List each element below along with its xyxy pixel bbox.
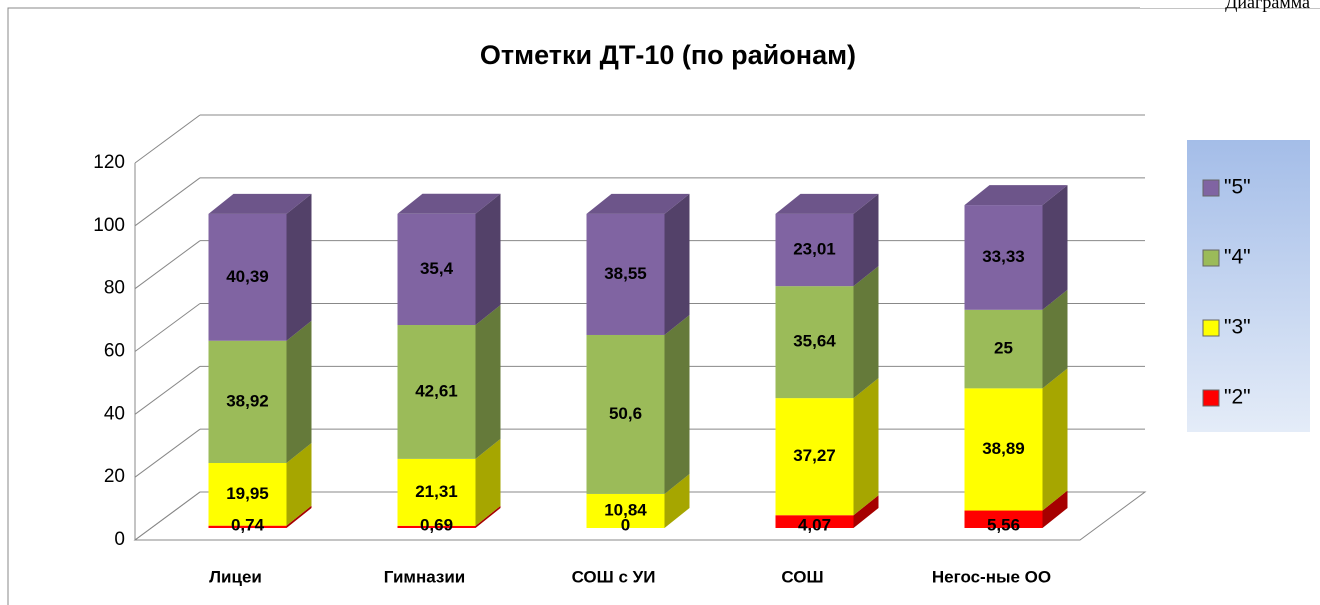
value-label: 35,64 (793, 332, 836, 351)
bar-top (208, 193, 312, 214)
bar (775, 286, 854, 399)
grid-line (134, 177, 201, 227)
bar (397, 458, 476, 526)
value-label: 37,27 (793, 446, 836, 465)
value-label: 23,01 (793, 239, 836, 258)
bar-side (1042, 368, 1068, 511)
grid-line (134, 303, 201, 352)
bar (586, 213, 665, 335)
bar-side (286, 505, 312, 528)
bar-top (775, 193, 879, 214)
x-tick-label: СОШ (781, 567, 823, 586)
bar-top (586, 193, 690, 214)
value-label: 4,07 (798, 515, 831, 534)
y-tick-label: 120 (93, 152, 125, 173)
x-tick-label: Негос-ные ОО (932, 567, 1051, 586)
bar-side (475, 305, 501, 459)
value-label: 0,69 (420, 515, 453, 534)
x-tick-label: СОШ с УИ (572, 567, 656, 586)
grid-line (134, 240, 201, 290)
value-label: 40,39 (226, 267, 269, 286)
x-tick-label: Лицеи (209, 567, 262, 586)
y-tick-label: 20 (104, 466, 125, 487)
value-label: 10,84 (604, 500, 647, 519)
legend-label: "2" (1224, 386, 1251, 409)
caption-bg (1140, 0, 1320, 8)
value-label: 35,4 (420, 259, 454, 278)
y-tick-label: 40 (104, 403, 125, 424)
value-label: 21,31 (415, 482, 458, 501)
value-label: 33,33 (982, 247, 1025, 266)
bar-side (853, 266, 879, 399)
bar-side (286, 442, 312, 526)
bar-side (475, 438, 501, 526)
legend-label: "3" (1224, 316, 1251, 339)
bar-side (853, 193, 879, 287)
bar (397, 525, 476, 528)
bar-side (853, 378, 879, 516)
bar-side (853, 495, 879, 528)
bar-top (964, 185, 1068, 206)
bar (208, 462, 287, 526)
legend-swatch (1202, 319, 1220, 337)
caption: Диаграмма (1225, 0, 1310, 12)
bar-side (1042, 289, 1068, 389)
bar (208, 213, 287, 341)
bar (964, 510, 1043, 528)
value-label: 19,95 (226, 484, 269, 503)
y-tick-label: 0 (114, 529, 125, 550)
y-tick-label: 60 (104, 341, 125, 362)
y-tick-label: 100 (93, 215, 125, 236)
value-label: 38,55 (604, 264, 647, 283)
grid-line (134, 428, 201, 478)
legend-swatch (1202, 389, 1220, 407)
bar-side (286, 193, 312, 341)
legend-swatch (1202, 249, 1220, 267)
grid-line (134, 491, 201, 541)
bar (964, 309, 1043, 389)
legend-swatch (1202, 179, 1220, 197)
bar-side (664, 314, 690, 494)
bar-side (475, 505, 501, 528)
value-label: 50,6 (609, 404, 642, 423)
bar-side (664, 193, 690, 335)
bar (586, 493, 665, 528)
bar-side (1042, 185, 1068, 310)
y-tick-label: 80 (104, 278, 125, 299)
bar (208, 525, 287, 528)
bar-top (397, 193, 501, 214)
legend-label: "5" (1224, 176, 1251, 199)
value-label: 38,92 (226, 391, 269, 410)
grid-line (134, 114, 201, 164)
bar-side (664, 473, 690, 528)
bar (964, 205, 1043, 310)
value-label: 25 (994, 339, 1013, 358)
bar (964, 388, 1043, 511)
x-tick-label: Гимназии (384, 567, 466, 586)
bar (208, 340, 287, 463)
bar (397, 213, 476, 326)
value-label: 38,89 (982, 439, 1025, 458)
bar (775, 515, 854, 528)
value-label: 0,74 (231, 515, 265, 534)
chart-title: Отметки ДТ-10 (по районам) (480, 40, 856, 70)
bar (775, 398, 854, 516)
bar-side (286, 320, 312, 463)
bar (397, 325, 476, 459)
grid-line (134, 365, 201, 415)
value-label: 0 (621, 515, 630, 534)
value-label: 5,56 (987, 515, 1020, 534)
legend-label: "4" (1224, 246, 1251, 269)
bar (586, 334, 665, 494)
bar-side (1042, 490, 1068, 528)
value-label: 42,61 (415, 381, 458, 400)
bar-side (475, 193, 501, 326)
bar (775, 213, 854, 287)
